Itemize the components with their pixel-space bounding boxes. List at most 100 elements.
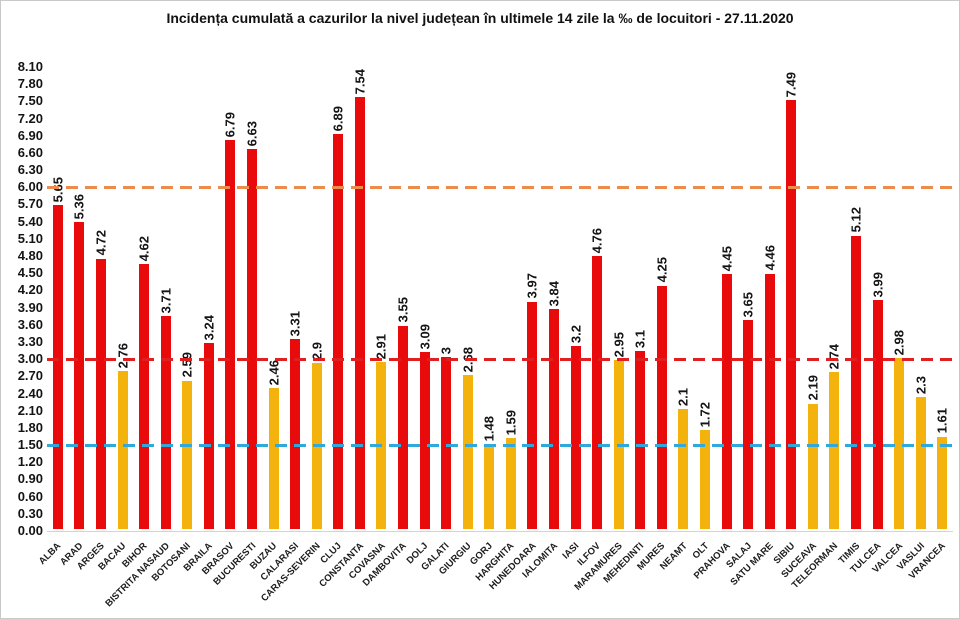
- y-axis-tick-label: 6.00: [17, 179, 43, 195]
- bar-value-label: 4.62: [136, 236, 152, 262]
- bar: [743, 319, 754, 529]
- bar: [527, 301, 538, 529]
- y-axis-tick-label: 8.10: [17, 59, 43, 74]
- bar: [182, 380, 193, 529]
- bar-value-label: 3.24: [201, 315, 217, 341]
- bar: [786, 99, 797, 529]
- bar-value-label: 3.71: [158, 288, 174, 314]
- y-axis-tick-label: 0.90: [17, 471, 43, 487]
- bar-value-label: 1.48: [481, 415, 497, 442]
- bar: [484, 444, 495, 529]
- y-axis-tick-label: 0.60: [17, 488, 43, 504]
- bar-value-label: 2.95: [611, 331, 627, 358]
- bar: [505, 437, 516, 529]
- threshold-line: [47, 443, 953, 447]
- bar: [592, 256, 603, 529]
- bar-value-label: 3.84: [546, 280, 562, 307]
- y-axis-tick-label: 2.40: [17, 385, 43, 401]
- y-axis-tick-label: 7.20: [17, 110, 43, 126]
- bar: [915, 397, 926, 529]
- y-axis-tick-label: 3.90: [17, 299, 43, 315]
- y-axis-tick-label: 2.70: [17, 368, 43, 384]
- bar-value-label: 3: [438, 346, 454, 355]
- x-axis-category-label: ALBA: [37, 540, 64, 568]
- y-axis-tick-label: 5.40: [17, 213, 43, 229]
- bar-value-label: 4.76: [589, 228, 605, 254]
- bar-value-label: 6.63: [244, 120, 260, 147]
- bar-value-label: 4.45: [719, 245, 734, 272]
- y-axis-tick-label: 0.30: [17, 505, 43, 521]
- bar: [721, 274, 732, 529]
- bar-value-label: 5.12: [848, 207, 864, 233]
- bar-value-label: 2.19: [805, 375, 821, 401]
- bar: [807, 403, 818, 529]
- x-axis-line: [47, 531, 953, 532]
- bar: [872, 300, 883, 529]
- bar-value-label: 2.98: [891, 329, 907, 356]
- bar-value-label: 2.46: [266, 359, 281, 386]
- bar: [656, 285, 667, 529]
- bar-value-label: 3.2: [568, 324, 583, 343]
- bar-value-label: 3.1: [632, 330, 648, 349]
- y-axis-tick-label: 6.60: [17, 144, 43, 160]
- bar-value-label: 5.65: [50, 177, 66, 203]
- bar: [699, 430, 710, 529]
- y-axis-tick-label: 5.10: [17, 230, 43, 246]
- y-axis-tick-label: 6.90: [17, 127, 43, 143]
- bar-value-label: 2.76: [115, 342, 130, 368]
- bar: [678, 408, 689, 529]
- bar-value-label: 5.36: [71, 193, 87, 219]
- y-axis-tick-label: 5.70: [17, 196, 43, 212]
- threshold-line: [47, 357, 953, 361]
- y-axis-tick-label: 3.60: [17, 316, 43, 332]
- y-axis-tick-label: 7.80: [17, 76, 43, 92]
- bar-value-label: 7.54: [352, 68, 368, 95]
- bar: [139, 264, 150, 529]
- bar: [290, 339, 301, 529]
- y-axis-tick-label: 3.00: [17, 351, 43, 367]
- bar: [937, 436, 948, 529]
- bar: [268, 388, 279, 529]
- y-axis-tick-label: 0.00: [17, 523, 43, 538]
- bar-value-label: 3.99: [870, 272, 885, 298]
- bar: [160, 316, 171, 529]
- bar-value-label: 4.46: [762, 245, 778, 271]
- bar: [95, 258, 106, 529]
- bar: [548, 309, 559, 529]
- y-axis-tick-label: 4.80: [17, 248, 43, 264]
- chart-title: Incidența cumulată a cazurilor la nivel …: [166, 10, 794, 26]
- y-axis-tick-label: 3.30: [17, 333, 43, 349]
- y-axis-tick-label: 1.20: [17, 454, 43, 470]
- bar-value-label: 4.72: [93, 230, 109, 256]
- bar: [419, 352, 430, 529]
- y-axis-tick-label: 6.30: [17, 162, 43, 178]
- bar: [764, 273, 775, 529]
- bar: [117, 370, 128, 529]
- bar-value-label: 3.09: [417, 323, 432, 349]
- bar-value-label: 4.25: [654, 257, 670, 283]
- bar-value-label: 1.72: [697, 402, 713, 428]
- y-axis-tick-label: 7.50: [17, 93, 43, 109]
- bar-value-label: 3.31: [287, 311, 303, 337]
- bar-value-label: 2.1: [675, 387, 691, 406]
- bar: [203, 343, 214, 529]
- bar-value-label: 1.61: [934, 408, 950, 434]
- bar: [74, 221, 85, 529]
- bar-value-label: 6.89: [330, 106, 346, 132]
- y-axis-tick-label: 2.10: [17, 402, 43, 418]
- bar: [441, 357, 452, 529]
- bar: [354, 97, 365, 529]
- bar-value-label: 2.91: [373, 334, 389, 360]
- y-axis-tick-label: 4.50: [17, 265, 43, 281]
- bar: [635, 351, 646, 529]
- y-axis-tick-label: 1.50: [17, 437, 43, 453]
- bar: [570, 345, 581, 529]
- bar-value-label: 3.97: [524, 273, 540, 299]
- bar-value-label: 1.59: [503, 409, 519, 435]
- bar-value-label: 7.49: [783, 71, 799, 97]
- bar-value-label: 3.55: [395, 297, 411, 323]
- threshold-line: [47, 185, 953, 189]
- bar: [52, 205, 63, 529]
